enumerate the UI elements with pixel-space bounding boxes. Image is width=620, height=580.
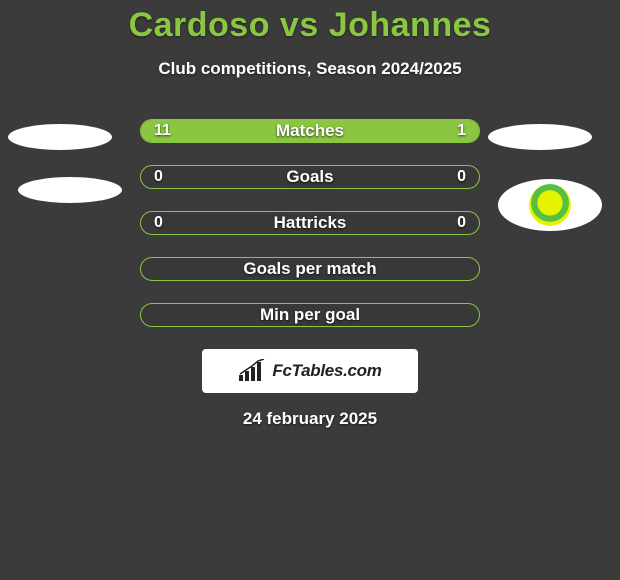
footer-date: 24 february 2025 <box>0 409 620 429</box>
stat-row-hattricks: 0 0 Hattricks <box>140 211 480 235</box>
stat-label: Goals per match <box>140 257 480 281</box>
footer-brand-box: FcTables.com <box>202 349 418 393</box>
team-right-badge-2 <box>498 179 602 231</box>
team-left-badge-1 <box>8 124 112 150</box>
footer-brand-text: FcTables.com <box>272 361 381 381</box>
stat-label: Hattricks <box>140 211 480 235</box>
stat-label: Min per goal <box>140 303 480 327</box>
stat-label: Matches <box>140 119 480 143</box>
stat-row-goals: 0 0 Goals <box>140 165 480 189</box>
team-left-badge-2 <box>18 177 122 203</box>
bars-icon <box>238 359 266 383</box>
team-crest-icon <box>529 184 571 226</box>
page-subtitle: Club competitions, Season 2024/2025 <box>0 59 620 79</box>
stat-row-matches: 11 1 Matches <box>140 119 480 143</box>
stat-row-goals-per-match: Goals per match <box>140 257 480 281</box>
page-title: Cardoso vs Johannes <box>0 0 620 45</box>
stat-row-min-per-goal: Min per goal <box>140 303 480 327</box>
stat-label: Goals <box>140 165 480 189</box>
team-right-badge-1 <box>488 124 592 150</box>
